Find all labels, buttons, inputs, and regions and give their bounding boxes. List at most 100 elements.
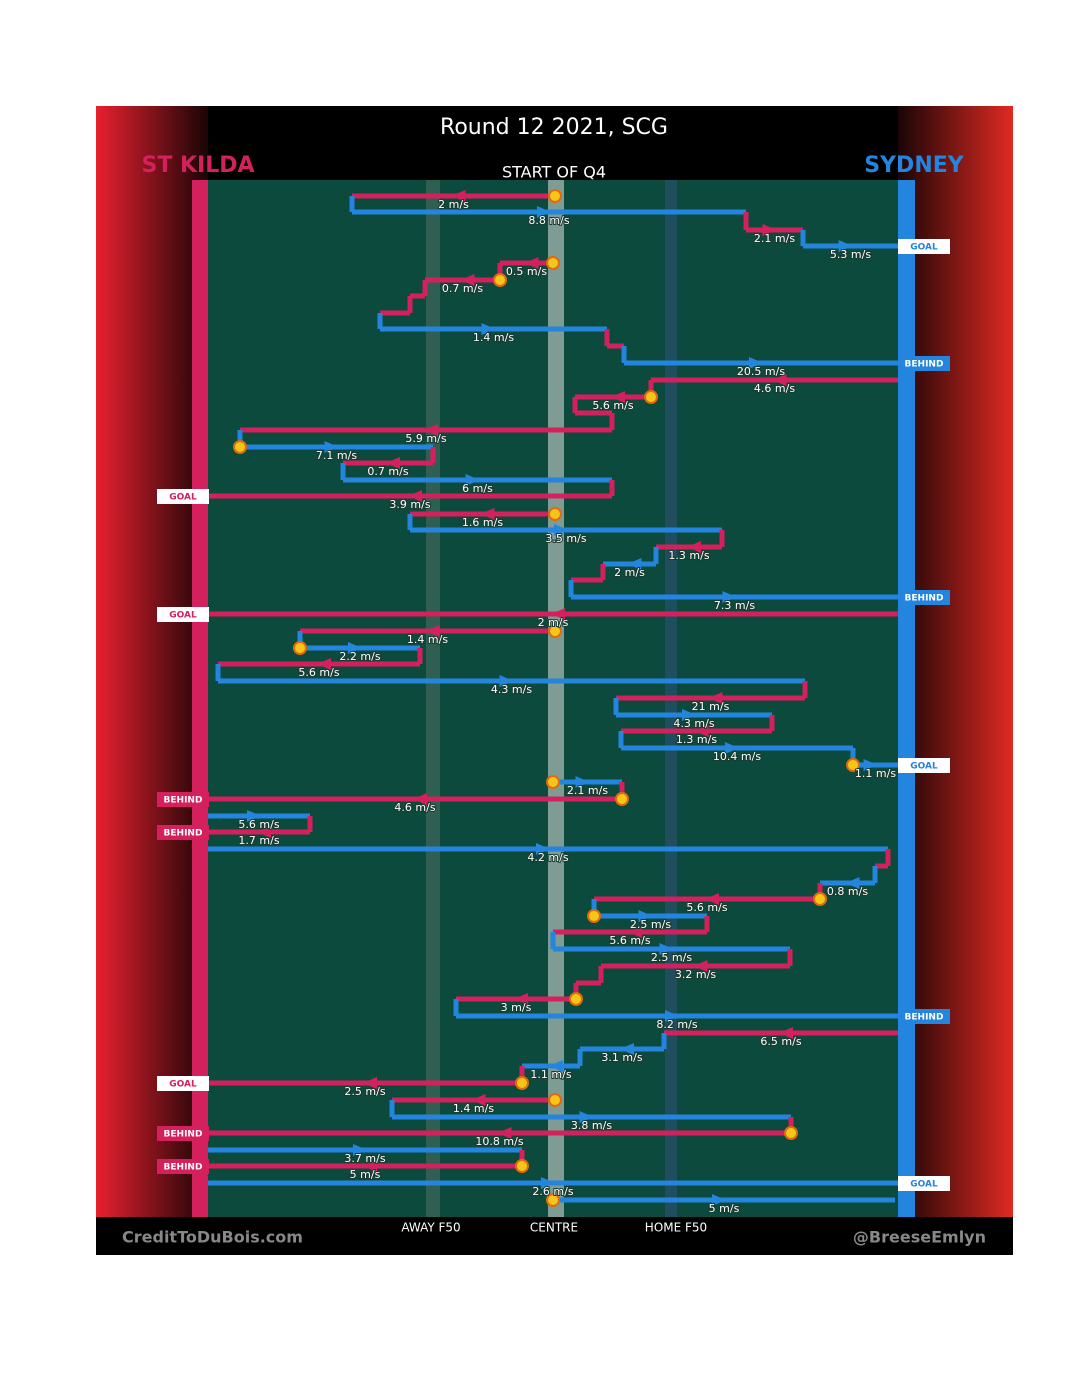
direction-arrow: [705, 893, 719, 905]
speed-label: 0.5 m/s: [506, 265, 547, 278]
direction-arrow: [471, 1094, 486, 1106]
result-label: BEHIND: [905, 594, 944, 604]
speed-label: 1.4 m/s: [453, 1102, 494, 1115]
speed-label: 5 m/s: [709, 1202, 740, 1215]
result-box: [898, 1009, 950, 1024]
st-kilda-goal-line: [192, 180, 208, 1217]
contest-dot: [615, 792, 629, 806]
result-box: [157, 489, 209, 504]
contest-dot: [515, 1076, 529, 1090]
result-box: [898, 239, 950, 254]
speed-label: 6.5 m/s: [760, 1035, 801, 1048]
direction-arrow: [537, 206, 551, 218]
result-box: [157, 1159, 209, 1174]
result-label: GOAL: [169, 611, 197, 621]
speed-label: 3.9 m/s: [389, 498, 430, 511]
speed-label: 2.6 m/s: [532, 1185, 573, 1198]
result-box: [898, 758, 950, 773]
result-box: [157, 1126, 209, 1141]
direction-arrow: [549, 1060, 563, 1072]
direction-arrow: [845, 877, 860, 889]
direction-arrow: [554, 524, 568, 536]
direction-arrow: [536, 843, 550, 855]
contest-dot: [515, 1159, 529, 1173]
result-box: [157, 825, 209, 840]
speed-label: 2.5 m/s: [344, 1085, 385, 1098]
right-gradient: [898, 106, 1013, 1255]
direction-arrow: [363, 1077, 377, 1089]
result-label: BEHIND: [164, 1130, 203, 1140]
result-box: [157, 1076, 209, 1091]
speed-label: 8.8 m/s: [528, 214, 569, 227]
result-label: BEHIND: [905, 360, 944, 370]
speed-label: 3 m/s: [501, 1001, 532, 1014]
result-label: GOAL: [910, 1180, 938, 1190]
credit: @BreeseEmlyn: [853, 1228, 986, 1247]
speed-label: 3.8 m/s: [571, 1119, 612, 1132]
speed-label: 0.8 m/s: [827, 885, 868, 898]
direction-arrow: [348, 642, 362, 654]
result-label: BEHIND: [164, 796, 203, 806]
contest-dot: [233, 440, 247, 454]
result-box: [898, 1176, 950, 1191]
speed-label: 2.1 m/s: [567, 784, 608, 797]
speed-label: 10.8 m/s: [475, 1135, 523, 1148]
title: Round 12 2021, SCG: [440, 115, 668, 140]
direction-arrow: [693, 960, 708, 972]
speed-label: 2.1 m/s: [754, 232, 795, 245]
footer-band: [96, 1217, 1013, 1255]
speed-label: 3.1 m/s: [601, 1051, 642, 1064]
direction-arrow: [682, 709, 696, 721]
speed-label: 3.5 m/s: [545, 532, 586, 545]
contest-dot: [587, 909, 601, 923]
direction-arrow: [551, 608, 565, 620]
direction-arrow: [413, 793, 427, 805]
speed-label: 5.3 m/s: [830, 248, 871, 261]
direction-arrow: [579, 1111, 594, 1123]
direction-arrow: [499, 675, 514, 687]
direction-arrow: [611, 391, 625, 403]
result-box: [157, 792, 209, 807]
direction-arrow: [863, 759, 878, 771]
direction-arrow: [363, 1160, 377, 1172]
direction-arrow: [722, 591, 737, 603]
direction-arrow: [424, 424, 438, 436]
direction-arrow: [524, 257, 539, 269]
speed-label: 2 m/s: [614, 566, 645, 579]
speed-label: 0.7 m/s: [367, 465, 408, 478]
result-label: GOAL: [169, 493, 197, 503]
speed-label: 1.1 m/s: [855, 767, 896, 780]
speed-label: 7.3 m/s: [714, 599, 755, 612]
direction-arrow: [838, 240, 853, 252]
speed-label: 1.4 m/s: [407, 633, 448, 646]
speed-label: 5.6 m/s: [686, 901, 727, 914]
contest-dot: [546, 775, 560, 789]
direction-arrow: [451, 190, 466, 202]
left-gradient: [96, 106, 208, 1255]
result-label: BEHIND: [164, 1163, 203, 1173]
speed-label: 2 m/s: [438, 198, 469, 211]
direction-arrow: [247, 810, 261, 822]
team-right: SYDNEY: [864, 153, 964, 178]
speed-label: 4.6 m/s: [754, 382, 795, 395]
speed-label: 2 m/s: [538, 616, 569, 629]
speed-label: 4.2 m/s: [527, 851, 568, 864]
direction-arrow: [481, 323, 496, 335]
period: START OF Q4: [502, 163, 606, 182]
direction-arrow: [665, 1010, 679, 1022]
contest-dot: [548, 624, 562, 638]
speed-label: 5.6 m/s: [238, 818, 279, 831]
centre-line: [548, 180, 564, 1217]
direction-arrow: [708, 692, 723, 704]
speed-label: 7.1 m/s: [316, 449, 357, 462]
result-label: BEHIND: [905, 1013, 944, 1023]
direction-arrow: [386, 457, 400, 469]
direction-arrow: [460, 274, 475, 286]
contest-dot: [644, 390, 658, 404]
speed-label: 4.3 m/s: [673, 717, 714, 730]
result-label: GOAL: [910, 243, 938, 253]
contest-dot: [569, 992, 583, 1006]
zone-label: AWAY F50: [401, 1221, 460, 1235]
speed-label: 5 m/s: [350, 1168, 381, 1181]
